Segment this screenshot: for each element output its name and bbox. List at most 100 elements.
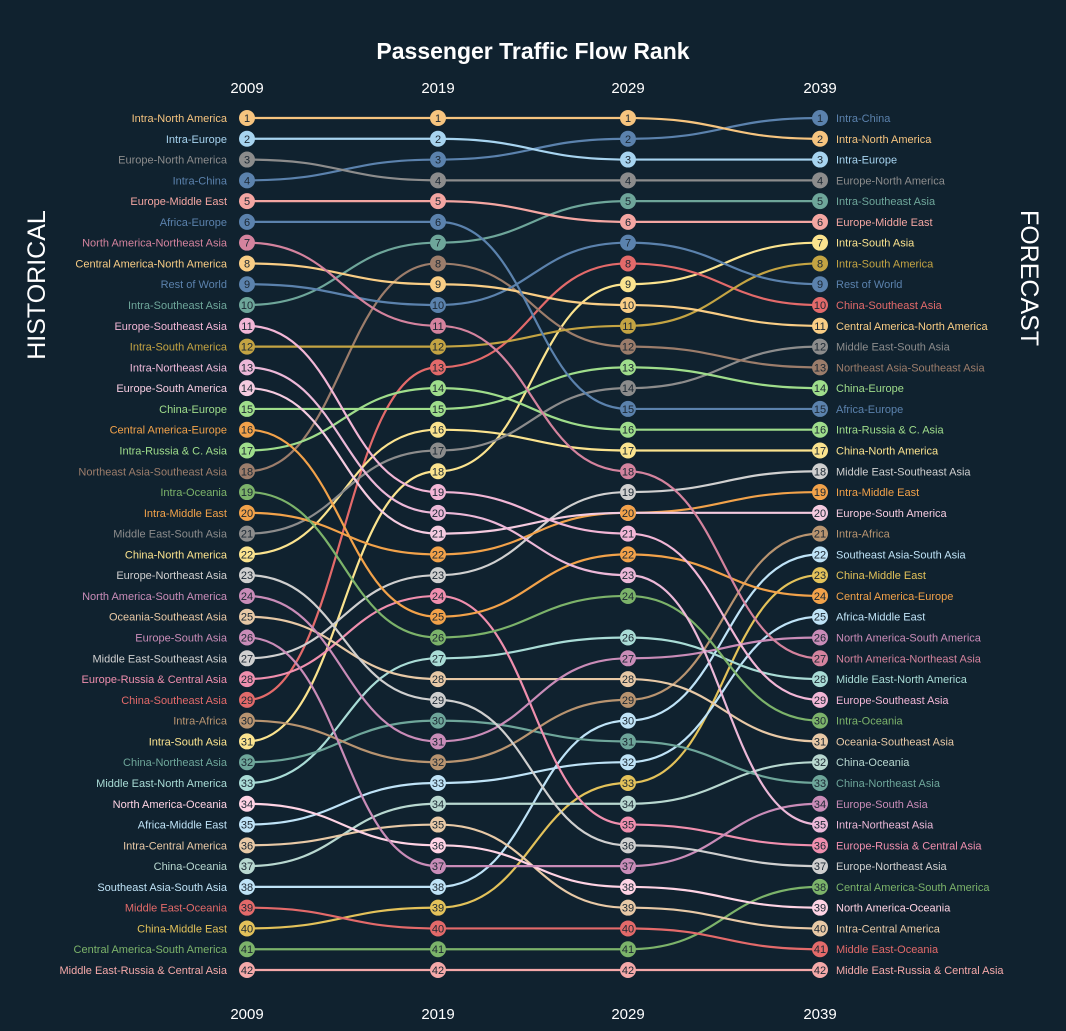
right-label-36: Intra-Central America xyxy=(836,923,941,935)
series-line-17 xyxy=(245,387,822,452)
rank-marker-21-2019 xyxy=(430,442,446,459)
rank-number-22-2009: 22 xyxy=(241,549,253,561)
rank-number-27-2019: 23 xyxy=(432,570,444,582)
rank-number-13-2009: 13 xyxy=(241,362,253,374)
rank-marker-32-2019 xyxy=(430,712,446,729)
rank-number-9-2029: 7 xyxy=(625,238,631,250)
rank-number-2-2039: 3 xyxy=(817,155,823,167)
rank-number-10-2009: 10 xyxy=(241,300,253,312)
rank-number-4-2029: 2 xyxy=(625,134,631,146)
rank-number-23-2029: 36 xyxy=(622,840,634,852)
rank-number-23-2039: 37 xyxy=(814,861,826,873)
rank-number-4-2009: 4 xyxy=(244,175,250,187)
rank-number-35-2009: 35 xyxy=(241,820,253,832)
rank-number-35-2019: 33 xyxy=(432,778,444,790)
series-line-11 xyxy=(245,324,822,701)
right-label-13: Intra-Northeast Asia xyxy=(836,820,934,832)
rank-marker-20-2019 xyxy=(430,546,446,563)
rank-number-21-2009: 21 xyxy=(241,529,253,541)
series-line-3 xyxy=(245,158,822,182)
rank-marker-26-2019 xyxy=(430,858,446,875)
rank-marker-2-2009 xyxy=(239,130,255,147)
year-label-bottom-2039: 2039 xyxy=(803,1006,836,1023)
rank-marker-4-2039 xyxy=(812,110,828,126)
rank-marker-16-2029 xyxy=(620,546,636,563)
right-label-26: Europe-South Asia xyxy=(836,799,929,811)
rank-marker-40-2019 xyxy=(430,899,446,916)
rank-number-6-2019: 6 xyxy=(435,217,441,229)
left-label-33: Middle East-North America xyxy=(96,778,228,790)
left-label-14: Europe-South America xyxy=(116,383,228,395)
left-label-38: Southeast Asia-South Asia xyxy=(97,882,228,894)
rank-marker-36-2019 xyxy=(430,816,446,833)
rank-marker-35-2019 xyxy=(430,774,446,791)
rank-marker-40-2039 xyxy=(812,567,828,584)
rank-marker-13-2019 xyxy=(430,504,446,521)
rank-marker-42-2029 xyxy=(620,962,636,978)
rank-number-36-2029: 39 xyxy=(622,903,634,915)
rank-marker-26-2029 xyxy=(620,858,636,875)
rank-number-5-2039: 6 xyxy=(817,217,823,229)
series-line-41 xyxy=(245,885,822,951)
series-lines xyxy=(245,116,822,972)
right-label-27: Middle East-Southeast Asia xyxy=(836,466,971,478)
rank-marker-24-2019 xyxy=(430,733,446,750)
rank-number-3-2029: 4 xyxy=(625,175,631,187)
series-line-8 xyxy=(245,262,822,327)
rank-number-8-2009: 8 xyxy=(244,258,250,270)
left-label-21: Middle East-South Asia xyxy=(113,529,228,541)
rank-number-16-2019: 25 xyxy=(432,612,444,624)
rank-number-34-2039: 39 xyxy=(814,903,826,915)
rank-marker-29-2029 xyxy=(620,255,636,272)
rank-number-4-2039: 1 xyxy=(817,113,823,125)
rank-number-5-2019: 5 xyxy=(435,196,441,208)
rank-marker-17-2019 xyxy=(430,380,446,397)
rank-marker-5-2009 xyxy=(239,193,255,210)
rank-marker-42-2019 xyxy=(430,962,446,978)
rank-number-40-2009: 40 xyxy=(241,923,253,935)
rank-marker-23-2009 xyxy=(239,567,255,584)
rank-marker-40-2029 xyxy=(620,774,636,791)
right-label-3: Europe-North America xyxy=(836,175,946,187)
rank-marker-10-2029 xyxy=(620,193,636,210)
rank-marker-38-2019 xyxy=(430,878,446,895)
rank-marker-41-2009 xyxy=(239,941,255,958)
left-label-34: North America-Oceania xyxy=(113,799,228,811)
right-label-8: Central America-North America xyxy=(836,321,988,333)
rank-marker-13-2029 xyxy=(620,567,636,584)
rank-marker-18-2019 xyxy=(430,255,446,272)
rank-number-27-2009: 27 xyxy=(241,653,253,665)
series-line-39 xyxy=(245,906,822,951)
rank-number-8-2039: 11 xyxy=(814,321,825,333)
rank-marker-8-2039 xyxy=(812,317,828,334)
series-line-37 xyxy=(245,761,822,868)
rank-marker-13-2009 xyxy=(239,359,255,376)
rank-marker-2-2019 xyxy=(430,130,446,147)
year-labels-bottom: 2009 2019 2029 2039 xyxy=(230,1006,836,1023)
rank-number-24-2019: 31 xyxy=(432,736,444,748)
right-label-17: Intra-Russia & C. Asia xyxy=(836,425,944,437)
rank-number-20-2029: 20 xyxy=(622,508,634,520)
rank-marker-22-2019 xyxy=(430,421,446,438)
rank-number-38-2019: 38 xyxy=(432,882,444,894)
rank-number-30-2009: 30 xyxy=(241,716,253,728)
series-line-13 xyxy=(245,366,822,826)
rank-number-10-2039: 5 xyxy=(817,196,823,208)
left-label-1: Intra-North America xyxy=(132,113,228,125)
rank-marker-10-2009 xyxy=(239,297,255,314)
rank-number-34-2029: 38 xyxy=(622,882,634,894)
rank-number-37-2039: 32 xyxy=(814,757,826,769)
rank-number-35-2029: 32 xyxy=(622,757,634,769)
rank-number-10-2019: 7 xyxy=(435,238,441,250)
rank-number-29-2009: 29 xyxy=(241,695,253,707)
rank-number-6-2029: 15 xyxy=(622,404,634,416)
rank-marker-19-2009 xyxy=(239,484,255,501)
right-series-labels: Intra-North America Intra-Europe Europe-No… xyxy=(836,113,1004,977)
series-line-19 xyxy=(245,490,822,722)
rank-marker-28-2039 xyxy=(812,837,828,854)
rank-marker-28-2019 xyxy=(430,587,446,604)
right-label-9: Rest of World xyxy=(836,279,902,291)
rank-marker-37-2039 xyxy=(812,754,828,771)
rank-marker-15-2039 xyxy=(812,380,828,397)
rank-number-19-2039: 30 xyxy=(814,716,826,728)
